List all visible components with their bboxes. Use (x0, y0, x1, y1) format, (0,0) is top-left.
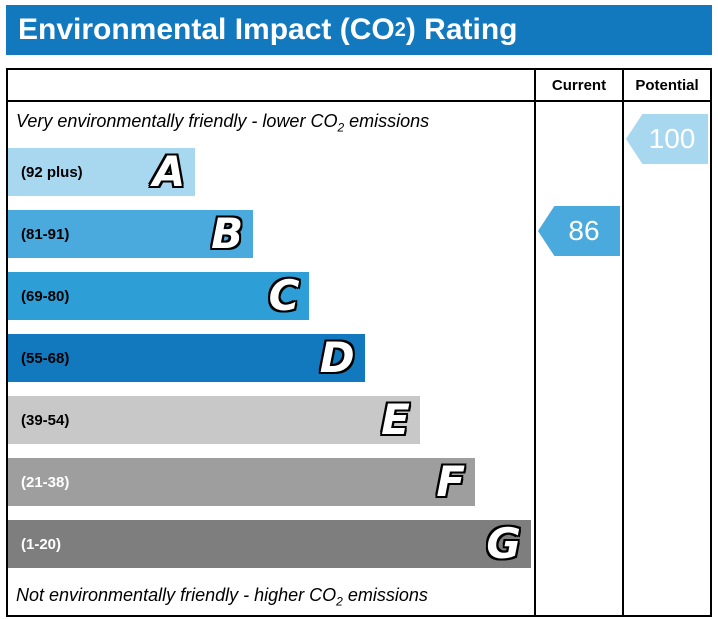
bottom-note: Not environmentally friendly - higher CO… (8, 575, 534, 615)
band-range-label: (55-68) (21, 349, 70, 367)
band-row-f: (21-38) F (8, 451, 534, 513)
band-letter: F (436, 457, 466, 506)
band-bar-f: (21-38) F (8, 457, 476, 506)
band-row-g: (1-20) G (8, 513, 534, 575)
potential-column: Potential 100 (622, 70, 710, 615)
band-row-b: (81-91) B (8, 203, 534, 265)
band-letter: C (268, 271, 300, 320)
top-note-text: Very environmentally friendly - lower CO… (16, 111, 430, 135)
bands-header-spacer (8, 70, 534, 102)
band-range-label: (39-54) (21, 411, 70, 429)
band-bar-e: (39-54) E (8, 396, 420, 444)
page-title-text: Environmental Impact (CO (18, 13, 395, 46)
band-letter: G (486, 519, 521, 568)
band-range-label: (69-80) (21, 287, 70, 305)
band-bar-d: (55-68) D (8, 334, 365, 382)
band-bar-b: (81-91) B (8, 209, 254, 258)
band-letter: A (152, 147, 186, 196)
potential-column-body: 100 (624, 102, 710, 615)
current-column: Current 86 (534, 70, 622, 615)
page-title-suffix: ) Rating (405, 13, 518, 46)
band-letter: E (381, 395, 410, 444)
bottom-note-text: Not environmentally friendly - higher CO… (16, 584, 428, 609)
band-row-d: (55-68) D (8, 327, 534, 389)
band-row-a: (92 plus) A (8, 141, 534, 203)
band-letter: D (319, 333, 355, 382)
current-column-header: Current (536, 70, 622, 102)
bands-body: Very environmentally friendly - lower CO… (8, 102, 534, 615)
band-row-e: (39-54) E (8, 389, 534, 451)
potential-rating-arrow: 100 (626, 114, 708, 164)
current-rating-arrow: 86 (538, 206, 620, 256)
band-range-label: (21-38) (21, 473, 70, 491)
bands-column: Very environmentally friendly - lower CO… (8, 70, 534, 615)
potential-rating-value: 100 (648, 123, 696, 154)
band-range-label: (81-91) (21, 225, 70, 243)
potential-column-header: Potential (624, 70, 710, 102)
band-bar-c: (69-80) C (8, 271, 310, 320)
current-column-body: 86 (536, 102, 622, 615)
rating-chart: Very environmentally friendly - lower CO… (6, 68, 712, 617)
top-note: Very environmentally friendly - lower CO… (8, 102, 534, 141)
band-range-label: (1-20) (21, 535, 62, 553)
page-title: Environmental Impact (CO 2) Rating (6, 5, 712, 55)
band-bar-a: (92 plus) A (8, 147, 196, 196)
band-bar-g: (1-20) G (8, 520, 531, 568)
band-row-c: (69-80) C (8, 265, 534, 327)
current-rating-value: 86 (568, 215, 600, 246)
band-range-label: (92 plus) (21, 163, 83, 181)
band-letter: B (211, 209, 244, 258)
